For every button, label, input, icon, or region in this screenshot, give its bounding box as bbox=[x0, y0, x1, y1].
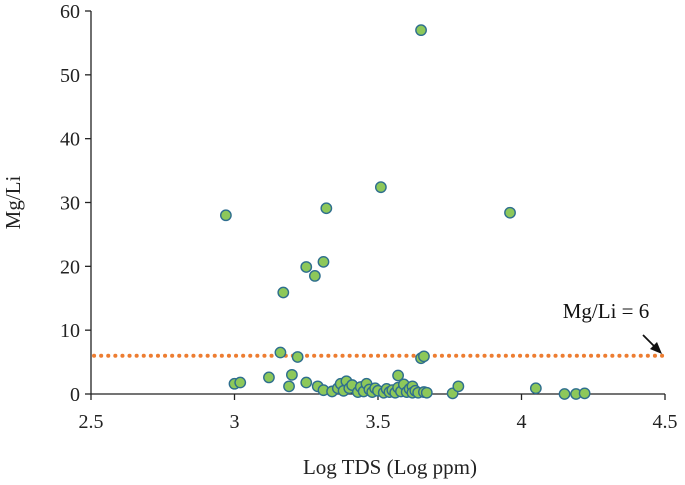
data-point bbox=[234, 376, 247, 389]
axes bbox=[90, 11, 665, 395]
annotation: Mg/Li = 6 bbox=[563, 299, 662, 354]
data-point bbox=[578, 387, 591, 400]
y-tick-label: 10 bbox=[60, 320, 80, 342]
annotation-arrowhead bbox=[650, 342, 662, 354]
data-point bbox=[308, 270, 321, 282]
data-point bbox=[320, 202, 333, 215]
x-tick-label: 4.5 bbox=[653, 411, 678, 433]
data-points bbox=[219, 24, 591, 400]
data-point bbox=[317, 255, 330, 268]
x-tick-label: 3.5 bbox=[366, 411, 391, 433]
y-tick-label: 50 bbox=[60, 65, 80, 87]
x-axis-title: Log TDS (Log ppm) bbox=[303, 455, 477, 479]
data-point bbox=[263, 371, 275, 384]
data-point bbox=[415, 24, 427, 37]
data-point bbox=[420, 386, 433, 399]
data-point bbox=[219, 209, 232, 222]
data-point bbox=[558, 388, 571, 400]
ticks: 0 10 20 30 40 50 60 2.5 3 3.5 4 4.5 bbox=[60, 1, 678, 433]
data-point bbox=[452, 380, 465, 393]
data-point bbox=[529, 382, 542, 395]
y-axis-title: Mg/Li bbox=[1, 176, 25, 230]
data-point bbox=[300, 261, 313, 273]
x-tick-label: 3 bbox=[230, 411, 240, 433]
x-tick-label: 4 bbox=[517, 411, 527, 433]
y-tick-label: 30 bbox=[60, 193, 80, 215]
data-point bbox=[300, 376, 313, 389]
data-point bbox=[504, 206, 516, 219]
reference-line-label: Mg/Li = 6 bbox=[563, 299, 650, 323]
y-tick-label: 20 bbox=[60, 256, 80, 278]
data-point bbox=[374, 181, 387, 194]
y-tick-label: 0 bbox=[70, 384, 80, 406]
y-tick-label: 40 bbox=[60, 129, 80, 151]
data-point bbox=[277, 286, 290, 299]
y-tick-label: 60 bbox=[60, 1, 80, 23]
data-point bbox=[392, 369, 404, 382]
data-point bbox=[274, 346, 287, 359]
data-point bbox=[285, 368, 298, 381]
data-point bbox=[418, 350, 430, 363]
data-point bbox=[283, 380, 295, 393]
x-tick-label: 2.5 bbox=[79, 411, 104, 433]
data-point bbox=[291, 351, 304, 363]
